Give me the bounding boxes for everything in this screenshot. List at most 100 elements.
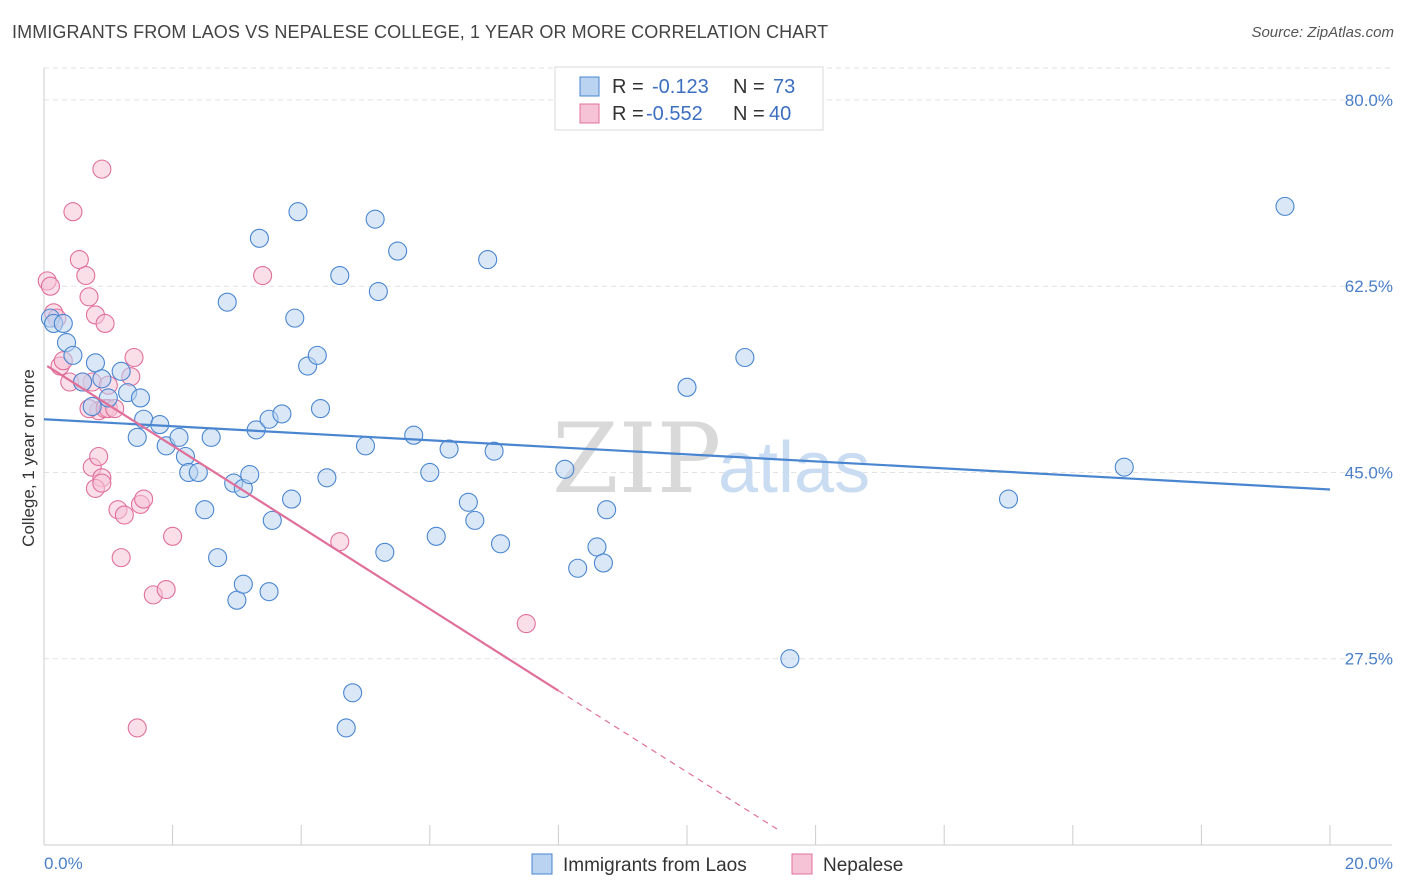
chart-title: IMMIGRANTS FROM LAOS VS NEPALESE COLLEGE… (12, 22, 829, 42)
laos-point-33 (272, 404, 292, 424)
laos-point-62 (587, 537, 607, 557)
laos-point-55 (458, 492, 478, 512)
laos-point-27 (240, 465, 260, 485)
laos-point-41 (310, 399, 331, 419)
nepalese-point-9 (76, 266, 96, 286)
y-tick-label-2: 62.5% (1345, 277, 1393, 296)
laos-point-36 (259, 582, 279, 602)
x-tick-label-0: 0.0% (44, 854, 83, 873)
laos-point-48 (368, 281, 388, 302)
nepalese-trend-extension (558, 690, 778, 830)
legend-n-value-laos: 73 (773, 76, 795, 98)
nepalese-point-40 (516, 614, 536, 634)
series-nepalese-points (37, 159, 536, 738)
nepalese-point-33 (127, 718, 147, 738)
watermark: ZIP atlas (552, 403, 870, 515)
legend-n-label-nepalese: N = (733, 103, 765, 125)
laos-point-8 (82, 396, 102, 417)
nepalese-point-7 (63, 202, 83, 222)
laos-point-69 (1114, 457, 1134, 477)
watermark-atlas: atlas (718, 428, 870, 508)
gridlines (44, 67, 1392, 660)
nepalese-point-1 (40, 276, 60, 296)
laos-point-28 (227, 590, 247, 610)
legend-n-label-laos: N = (733, 76, 765, 98)
laos-point-53 (426, 526, 446, 546)
nepalese-point-15 (95, 313, 115, 334)
laos-point-34 (282, 489, 302, 509)
laos-point-43 (330, 266, 350, 286)
nepalese-point-23 (89, 446, 109, 467)
legend-r-value-nepalese: -0.552 (646, 103, 703, 125)
bottom-legend-swatch-nepalese (791, 853, 813, 875)
laos-point-6 (85, 353, 105, 373)
laos-point-42 (317, 468, 337, 488)
laos-point-51 (404, 425, 424, 445)
nepalese-point-38 (253, 266, 273, 286)
laos-point-37 (285, 308, 305, 328)
y-tick-label-1: 45.0% (1345, 463, 1393, 482)
bottom-legend-label-nepalese: Nepalese (823, 855, 903, 876)
laos-point-38 (288, 202, 308, 222)
stats-legend: R = -0.123 N = 73 R = -0.552 N = 40 (554, 66, 824, 131)
laos-point-49 (375, 542, 395, 562)
laos-point-57 (478, 250, 498, 270)
legend-swatch-nepalese (579, 103, 600, 124)
legend-r-label-laos: R = (612, 76, 644, 98)
bottom-legend-swatch-laos (531, 853, 553, 875)
laos-point-17 (169, 427, 189, 447)
series-legend: Immigrants from Laos Nepalese (531, 853, 903, 876)
laos-point-35 (262, 510, 282, 530)
nepalese-point-29 (114, 505, 134, 525)
laos-point-46 (355, 436, 376, 456)
trend-lines (43, 365, 1331, 830)
laos-point-45 (343, 683, 363, 703)
laos-point-65 (677, 377, 697, 397)
watermark-zip: ZIP (552, 403, 721, 515)
source-label: Source: ZipAtlas.com (1251, 24, 1394, 41)
laos-point-67 (780, 649, 800, 669)
x-tick-label-1: 20.0% (1345, 854, 1393, 873)
legend-r-value-laos: -0.123 (652, 76, 709, 98)
nepalese-point-37 (163, 526, 183, 546)
laos-point-64 (597, 500, 617, 520)
y-tick-labels: 27.5% 45.0% 62.5% 80.0% (1345, 91, 1393, 669)
legend-r-label-nepalese: R = (612, 103, 644, 125)
laos-point-50 (388, 241, 408, 261)
nepalese-point-30 (124, 347, 144, 368)
laos-point-4 (63, 345, 83, 365)
nepalese-point-36 (156, 579, 176, 600)
laos-point-61 (568, 558, 588, 578)
laos-trend-line (43, 418, 1331, 491)
laos-point-58 (484, 441, 504, 461)
laos-point-2 (53, 313, 73, 334)
bottom-legend-label-laos: Immigrants from Laos (563, 855, 747, 876)
series-laos-points (40, 196, 1295, 738)
nepalese-point-24 (92, 473, 112, 493)
laos-point-56 (465, 510, 485, 530)
nepalese-point-10 (79, 287, 99, 307)
laos-point-24 (217, 292, 237, 312)
nepalese-point-34 (134, 489, 154, 509)
laos-point-14 (127, 427, 147, 447)
legend-swatch-laos (579, 76, 600, 97)
laos-point-23 (208, 548, 228, 568)
laos-point-47 (365, 209, 385, 229)
y-axis-label: College, 1 year or more (19, 369, 38, 547)
laos-point-70 (1275, 196, 1295, 216)
y-tick-label-3: 80.0% (1345, 91, 1393, 110)
laos-point-10 (111, 361, 131, 381)
laos-point-40 (307, 345, 327, 365)
axes (43, 68, 1392, 846)
laos-point-20 (188, 462, 208, 483)
laos-point-68 (998, 489, 1019, 509)
laos-point-52 (420, 462, 440, 483)
nepalese-point-8 (69, 250, 89, 270)
legend-n-value-nepalese: 40 (769, 103, 791, 125)
nepalese-point-28 (111, 548, 131, 568)
laos-point-22 (201, 427, 221, 447)
laos-point-60 (555, 459, 575, 479)
laos-point-66 (735, 347, 755, 368)
y-tick-label-0: 27.5% (1345, 650, 1393, 669)
